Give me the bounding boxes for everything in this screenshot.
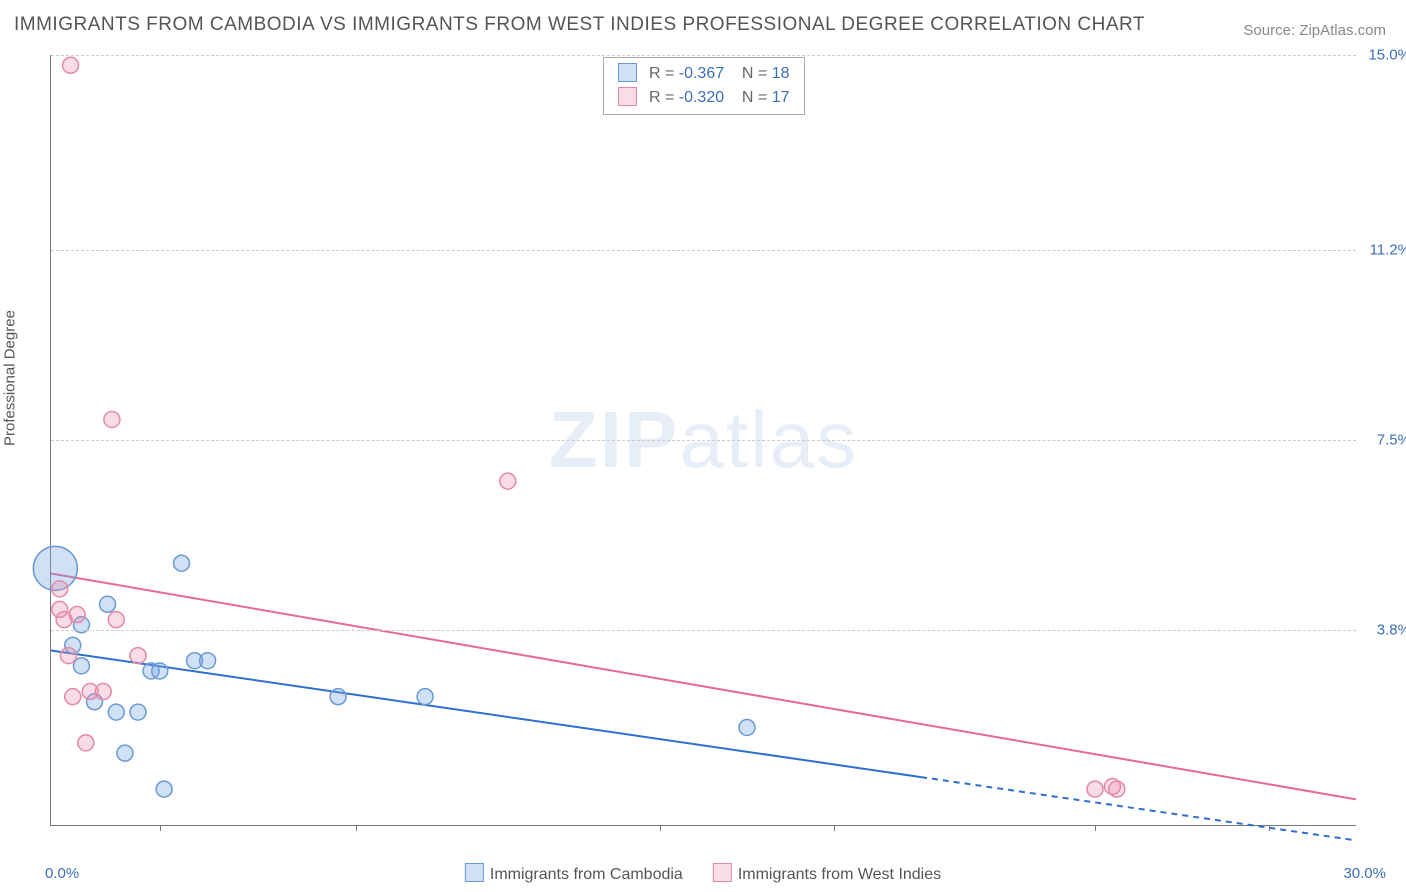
data-point	[60, 648, 76, 664]
data-point	[73, 658, 89, 674]
legend-item-cambodia: Immigrants from Cambodia	[465, 863, 683, 884]
data-point	[174, 555, 190, 571]
x-tick	[160, 825, 161, 831]
data-point	[108, 704, 124, 720]
legend-swatch-icon	[713, 863, 732, 882]
source-label: Source:	[1243, 22, 1295, 39]
plot-area: ZIPatlas R = -0.367 N = 18 R = -0.320 N …	[50, 55, 1356, 826]
correlation-chart: IMMIGRANTS FROM CAMBODIA VS IMMIGRANTS F…	[0, 0, 1406, 892]
data-point	[65, 689, 81, 705]
legend-label: Immigrants from West Indies	[738, 866, 941, 883]
legend-swatch-icon	[465, 863, 484, 882]
legend-bottom: Immigrants from Cambodia Immigrants from…	[465, 863, 941, 884]
gridline	[51, 55, 1356, 56]
data-point	[117, 745, 133, 761]
x-tick	[1269, 825, 1270, 831]
data-point	[104, 411, 120, 427]
x-tick	[356, 825, 357, 831]
x-axis-max-label: 30.0%	[1343, 865, 1386, 882]
source-attribution: Source: ZipAtlas.com	[1243, 22, 1386, 39]
y-tick-label: 15.0%	[1368, 47, 1406, 64]
data-point	[330, 689, 346, 705]
data-point	[1104, 779, 1120, 795]
x-tick	[660, 825, 661, 831]
data-point	[130, 704, 146, 720]
legend-label: Immigrants from Cambodia	[490, 866, 683, 883]
data-point	[500, 473, 516, 489]
data-point	[739, 719, 755, 735]
data-point	[69, 607, 85, 623]
data-point	[78, 735, 94, 751]
data-point	[417, 689, 433, 705]
data-point	[108, 612, 124, 628]
data-point	[152, 663, 168, 679]
x-tick	[834, 825, 835, 831]
gridline	[51, 630, 1356, 631]
data-point	[63, 57, 79, 73]
data-point	[100, 596, 116, 612]
y-tick-label: 7.5%	[1377, 432, 1406, 449]
x-tick	[1095, 825, 1096, 831]
data-point	[130, 648, 146, 664]
y-tick-label: 3.8%	[1377, 621, 1406, 638]
x-axis-min-label: 0.0%	[45, 865, 79, 882]
data-point	[200, 653, 216, 669]
legend-item-westindies: Immigrants from West Indies	[713, 863, 941, 884]
trend-line	[51, 650, 921, 777]
y-axis-label: Professional Degree	[2, 310, 19, 446]
gridline	[51, 440, 1356, 441]
chart-title: IMMIGRANTS FROM CAMBODIA VS IMMIGRANTS F…	[14, 14, 1145, 36]
data-point	[156, 781, 172, 797]
data-point	[1087, 781, 1103, 797]
trend-line-dashed	[921, 777, 1356, 840]
gridline	[51, 250, 1356, 251]
trend-line	[51, 573, 1356, 799]
source-link[interactable]: ZipAtlas.com	[1299, 22, 1386, 39]
data-point	[95, 684, 111, 700]
data-point	[52, 581, 68, 597]
y-tick-label: 11.2%	[1370, 242, 1406, 259]
